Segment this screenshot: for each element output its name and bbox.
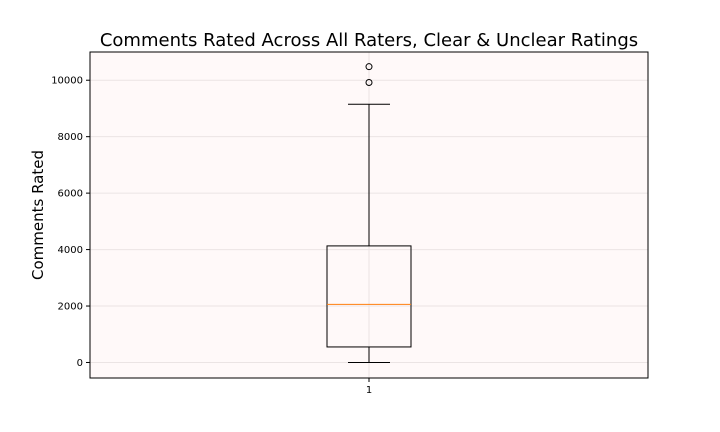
x-axis: 1 <box>366 378 372 396</box>
chart-title: Comments Rated Across All Raters, Clear … <box>100 30 638 51</box>
y-tick-label: 8000 <box>58 132 83 143</box>
y-tick-label: 4000 <box>58 245 83 256</box>
y-axis-label: Comments Rated <box>29 150 47 280</box>
grid-lines <box>90 52 648 378</box>
box-layer <box>326 63 412 363</box>
y-tick-label: 10000 <box>51 76 83 87</box>
y-tick-label: 0 <box>77 358 83 369</box>
outlier-point <box>365 63 373 71</box>
y-axis: 0 2000 4000 6000 8000 10000 <box>51 76 90 369</box>
y-tick-label: 6000 <box>58 189 83 200</box>
outlier-point <box>365 78 373 86</box>
box-iqr <box>326 245 412 348</box>
x-tick-label: 1 <box>366 385 372 396</box>
y-tick-label: 2000 <box>58 302 83 313</box>
